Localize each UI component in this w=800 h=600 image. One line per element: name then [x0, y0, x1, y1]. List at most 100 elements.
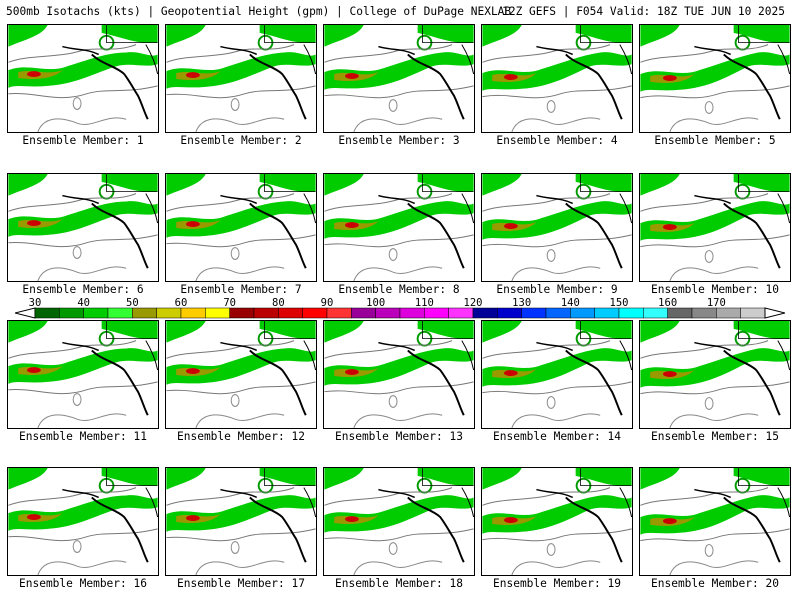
border-line: [422, 25, 474, 44]
ensemble-member-label: Ensemble Member: 7: [180, 283, 302, 296]
height-contour: [482, 528, 632, 542]
jet-max-area: [345, 369, 359, 375]
border-line: [738, 25, 790, 44]
colorbar-swatch: [278, 307, 303, 319]
coastline: [91, 53, 149, 120]
jet-streak-area: [8, 201, 158, 237]
ensemble-member-label: Ensemble Member: 13: [335, 430, 463, 443]
jet-max-area: [186, 515, 200, 522]
coastline: [145, 193, 158, 224]
ensemble-member-label: Ensemble Member: 20: [651, 577, 779, 590]
height-contour: [669, 117, 759, 132]
colorbar-swatch: [716, 307, 741, 319]
jet-max-area: [27, 71, 41, 78]
height-contour: [8, 528, 158, 542]
height-contour: [640, 381, 790, 395]
coastline: [249, 349, 307, 416]
ensemble-member-label: Ensemble Member: 6: [22, 283, 144, 296]
colorbar-swatch: [643, 307, 668, 319]
height-contour: [511, 413, 601, 428]
colorbar-tick-label: 70: [223, 297, 236, 309]
jet-streak-area: [324, 348, 474, 386]
jet-max-area: [503, 370, 518, 376]
colorbar-tick-label: 120: [463, 297, 483, 309]
height-contour: [669, 560, 759, 575]
wind-area: [101, 174, 158, 192]
wind-area: [101, 321, 158, 339]
wind-area: [640, 321, 680, 343]
border-line: [264, 174, 316, 193]
height-contour: [482, 234, 632, 248]
jet-max-area: [27, 367, 41, 374]
coastline: [723, 496, 781, 563]
model-run-info: 12Z GEFS | F054 Valid: 18Z TUE JUN 10 20…: [502, 5, 785, 18]
coastline: [536, 488, 574, 499]
wind-area: [482, 174, 522, 196]
height-contour: [195, 413, 285, 428]
wind-area: [8, 321, 48, 343]
coastline: [407, 349, 465, 416]
jet-max-area: [345, 73, 359, 79]
jet-max-area: [345, 222, 359, 228]
ensemble-member-map: [481, 320, 633, 429]
ensemble-member-map: [7, 173, 159, 282]
ensemble-member-label: Ensemble Member: 12: [177, 430, 305, 443]
colorbar-swatch: [497, 307, 522, 319]
height-contour: [72, 540, 82, 553]
colorbar-swatch: [472, 307, 498, 319]
wind-area: [324, 174, 364, 196]
coastline: [91, 202, 149, 269]
height-contour: [37, 266, 127, 281]
height-contour: [230, 98, 240, 111]
coastline: [723, 202, 781, 269]
height-contour: [353, 266, 443, 281]
coastline: [536, 45, 574, 56]
ensemble-member-map: [7, 24, 159, 133]
height-contour: [640, 528, 790, 542]
height-contour: [704, 544, 714, 557]
coastline: [378, 45, 416, 56]
border-line: [422, 468, 474, 487]
coastline: [62, 45, 100, 56]
colorbar-swatch: [545, 307, 571, 319]
jet-max-area: [503, 74, 518, 80]
jet-streak-area: [8, 348, 158, 384]
ensemble-member-map: [481, 173, 633, 282]
border-line: [106, 25, 158, 44]
map-title: 500mb Isotachs (kts) | Geopotential Heig…: [6, 5, 512, 18]
jet-max-area: [27, 220, 41, 227]
border-line: [264, 25, 316, 44]
height-contour: [669, 413, 759, 428]
coastline: [723, 53, 781, 120]
wind-area: [324, 468, 364, 490]
coastline: [536, 194, 574, 205]
height-contour: [324, 234, 474, 248]
ensemble-member-label: Ensemble Member: 2: [180, 134, 302, 147]
coastline: [145, 487, 158, 518]
colorbar-swatch: [253, 307, 279, 319]
jet-streak-area: [324, 495, 474, 533]
wind-area: [101, 25, 158, 43]
ensemble-member-map: [165, 24, 317, 133]
height-contour: [37, 560, 127, 575]
wind-area: [733, 174, 790, 192]
ensemble-member-map: [165, 320, 317, 429]
height-contour: [353, 560, 443, 575]
coastline: [249, 202, 307, 269]
coastline: [407, 202, 465, 269]
height-contour: [704, 250, 714, 263]
height-contour: [195, 117, 285, 132]
border-line: [580, 468, 632, 487]
colorbar-tick-label: 80: [272, 297, 285, 309]
wind-area: [324, 321, 364, 343]
wind-area: [575, 25, 632, 43]
jet-max-area: [186, 221, 200, 228]
colorbar-swatch: [351, 307, 376, 319]
coastline: [777, 193, 790, 224]
jet-max-area: [186, 368, 200, 375]
wind-area: [8, 174, 48, 196]
ensemble-member-map: [7, 467, 159, 576]
colorbar-swatch: [594, 307, 620, 319]
wind-area: [575, 321, 632, 339]
height-contour: [546, 543, 556, 556]
